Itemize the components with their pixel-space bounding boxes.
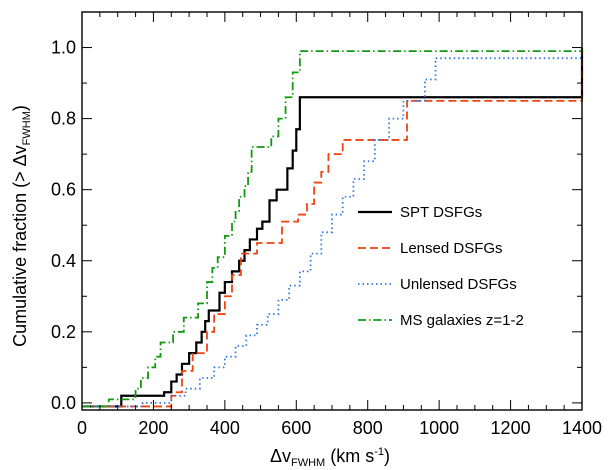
axis-ticks: 0 200 400 600 800 1000 1200 1400 0.0 0.2 0.4 0.6 0.8… <box>51 12 602 438</box>
y-tick-label: 0.4 <box>51 251 76 271</box>
y-tick-label: 0.0 <box>51 393 76 413</box>
series-line-spt-dsfgs <box>82 47 584 408</box>
legend-label: MS galaxies z=1-2 <box>400 312 524 329</box>
x-tick-label: 800 <box>353 418 383 438</box>
legend-label: SPT DSFGs <box>400 204 482 221</box>
series-line-ms-galaxies-z-1-2 <box>82 47 583 408</box>
x-axis-label: ΔvFWHM (km s-1) <box>270 446 390 469</box>
x-tick-label: 0 <box>77 418 87 438</box>
x-tick-label: 1000 <box>419 418 459 438</box>
plot-frame <box>81 11 583 411</box>
y-tick-label: 1.0 <box>51 38 76 58</box>
x-tick-label: 1400 <box>562 418 602 438</box>
y-tick-label: 0.8 <box>51 109 76 129</box>
legend: SPT DSFGs Lensed DSFGs Unlensed DSFGs MS ga… <box>358 204 524 329</box>
x-tick-label: 1200 <box>491 418 531 438</box>
y-tick-label: 0.6 <box>51 180 76 200</box>
y-axis-label: Cumulative fraction (> ΔvFWHM) <box>10 105 33 347</box>
y-tick-label: 0.2 <box>51 322 76 342</box>
legend-label: Lensed DSFGs <box>400 240 503 257</box>
legend-label: Unlensed DSFGs <box>400 276 517 293</box>
x-tick-label: 200 <box>138 418 168 438</box>
x-tick-label: 400 <box>210 418 240 438</box>
plot-lines <box>82 47 584 408</box>
x-tick-label: 600 <box>281 418 311 438</box>
series-line-lensed-dsfgs <box>82 47 583 408</box>
series-line-unlensed-dsfgs <box>82 47 583 408</box>
